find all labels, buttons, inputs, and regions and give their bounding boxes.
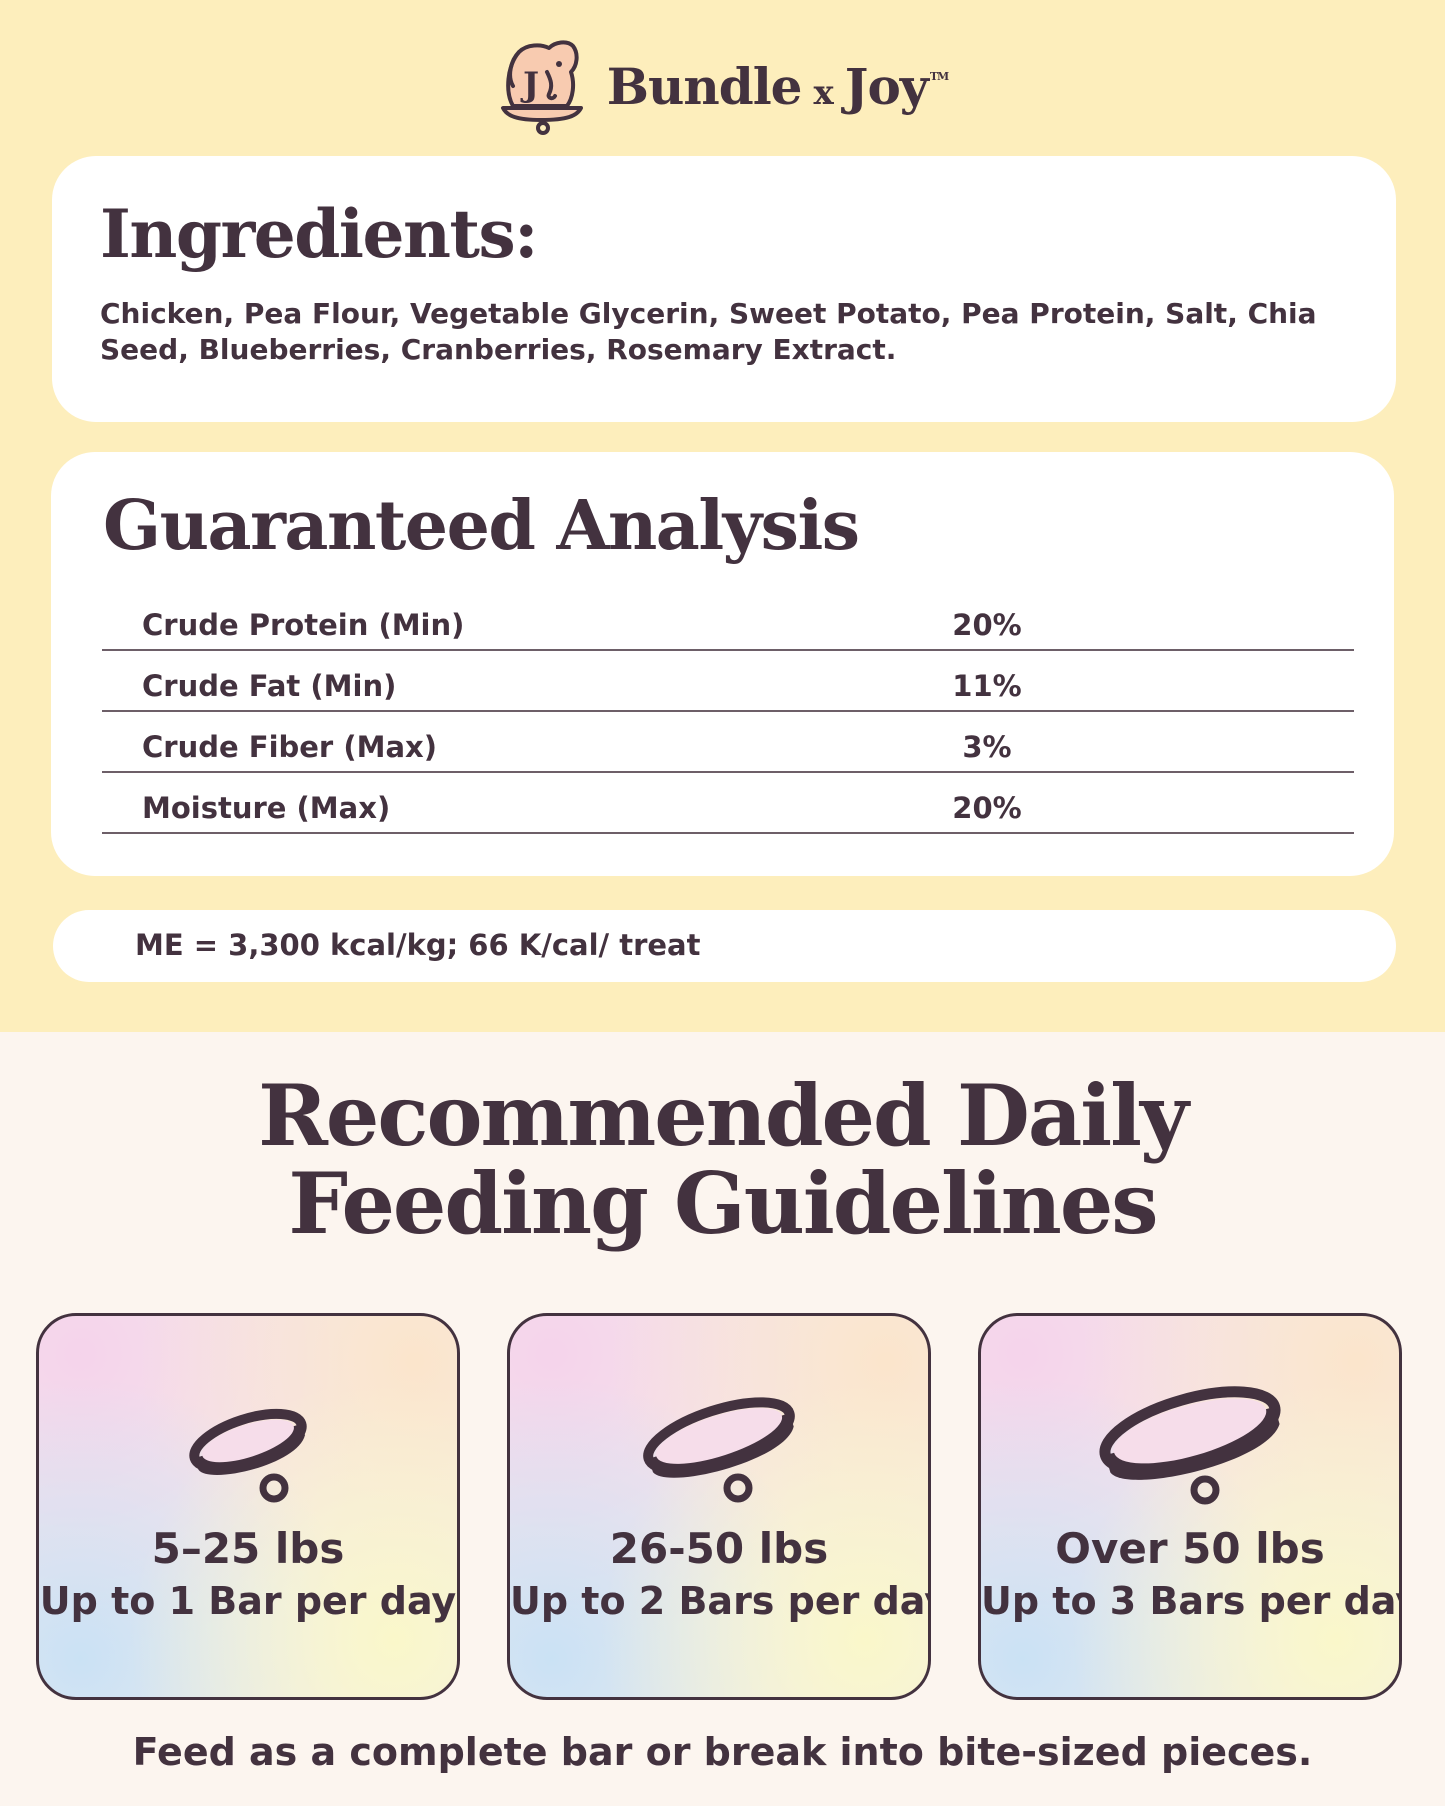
feeding-footnote: Feed as a complete bar or break into bit…: [132, 1730, 1313, 1774]
feeding-card-large: Over 50 lbs Up to 3 Bars per day: [978, 1313, 1402, 1700]
analysis-row: Crude Protein (Min) 20%: [102, 590, 1354, 651]
analysis-row: Crude Fat (Min) 11%: [102, 651, 1354, 712]
feeding-title-line1: Recommended Daily: [258, 1066, 1189, 1165]
analysis-value: 20%: [952, 791, 1022, 825]
analysis-label: Moisture (Max): [142, 791, 391, 825]
analysis-value: 20%: [952, 608, 1022, 642]
guaranteed-analysis-card: Guaranteed Analysis Crude Protein (Min) …: [51, 452, 1394, 876]
feeding-guidelines-title: Recommended Daily Feeding Guidelines: [0, 1072, 1445, 1248]
analysis-table: Crude Protein (Min) 20% Crude Fat (Min) …: [102, 590, 1354, 834]
brand-name-right: Joy: [844, 56, 929, 116]
feeding-title-line2: Feeding Guidelines: [288, 1154, 1158, 1253]
large-collar-icon: [1099, 1386, 1281, 1505]
brand-name: Bundle x Joy TM: [606, 56, 949, 116]
brand-name-x: x: [813, 72, 834, 113]
feeding-card-small: 5–25 lbs Up to 1 Bar per day: [36, 1313, 460, 1700]
analysis-row: Crude Fiber (Max) 3%: [102, 712, 1354, 773]
analysis-row: Moisture (Max) 20%: [102, 773, 1354, 834]
analysis-title: Guaranteed Analysis: [103, 486, 860, 566]
feeding-weight: 26-50 lbs: [609, 1524, 829, 1573]
analysis-label: Crude Protein (Min): [142, 608, 465, 642]
energy-card: ME = 3,300 kcal/kg; 66 K/cal/ treat: [53, 910, 1396, 982]
feeding-amount: Up to 3 Bars per day: [981, 1579, 1402, 1623]
trademark-symbol: TM: [929, 69, 949, 83]
analysis-value: 3%: [962, 730, 1012, 764]
analysis-label: Crude Fiber (Max): [142, 730, 437, 764]
energy-text: ME = 3,300 kcal/kg; 66 K/cal/ treat: [135, 928, 701, 962]
brand-logo: J Bundle x Joy TM: [0, 36, 1445, 136]
ingredients-title: Ingredients:: [100, 195, 538, 273]
dog-logo-icon: J: [500, 40, 583, 135]
feeding-weight: Over 50 lbs: [1055, 1524, 1325, 1573]
svg-text:J: J: [520, 65, 539, 105]
analysis-value: 11%: [952, 669, 1022, 703]
medium-collar-icon: [643, 1397, 795, 1503]
feeding-amount: Up to 1 Bar per day: [39, 1579, 457, 1623]
brand-name-left: Bundle: [606, 56, 803, 116]
small-collar-icon: [189, 1408, 307, 1503]
ingredients-list: Chicken, Pea Flour, Vegetable Glycerin, …: [100, 297, 1317, 366]
ingredients-card: Ingredients: Chicken, Pea Flour, Vegetab…: [52, 156, 1396, 422]
feeding-weight: 5–25 lbs: [151, 1524, 345, 1573]
feeding-card-medium: 26-50 lbs Up to 2 Bars per day: [507, 1313, 931, 1700]
analysis-label: Crude Fat (Min): [142, 669, 397, 703]
feeding-amount: Up to 2 Bars per day: [510, 1579, 931, 1623]
